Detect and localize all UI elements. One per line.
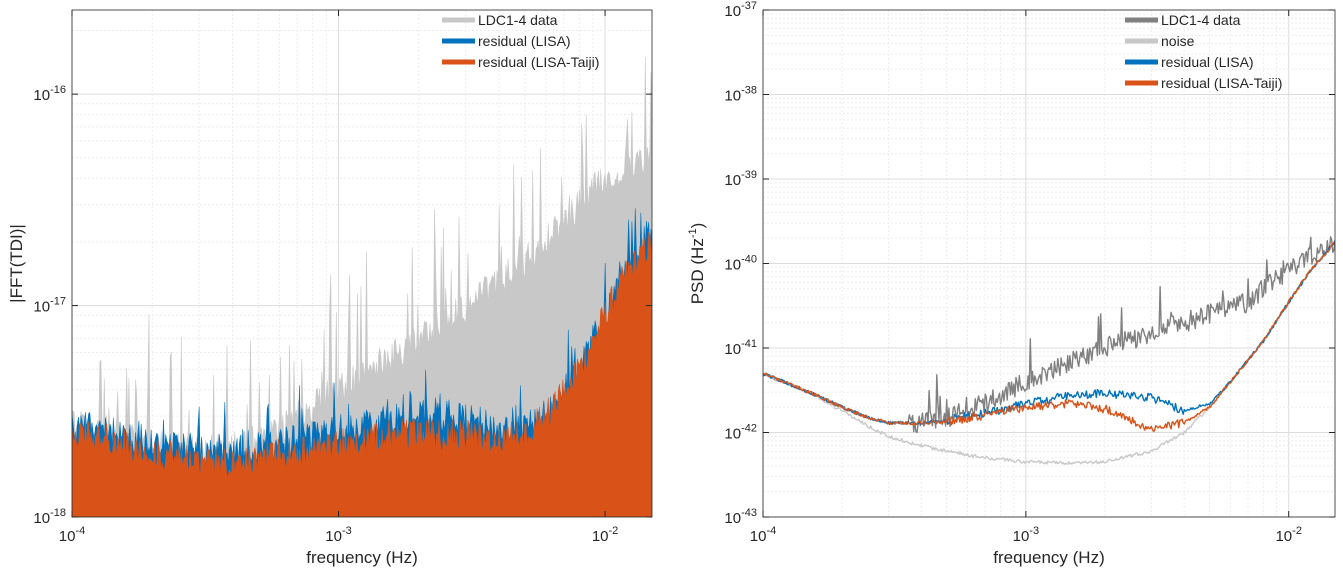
right-x-tick-label-base: 10 <box>750 528 767 545</box>
left-x-tick-label: 10-4 <box>59 525 85 545</box>
right-y-tick-label: 10-41 <box>724 338 757 358</box>
left-x-tick-label-base: 10 <box>325 528 342 545</box>
right-y-axis-label-exp: -1 <box>687 228 699 238</box>
left-series-group <box>72 57 652 517</box>
left-y-tick-label-exponent: -16 <box>50 84 66 96</box>
left-y-tick-label-base: 10 <box>33 510 50 527</box>
left-x-tick-label-base: 10 <box>59 528 76 545</box>
right-x-tick-label-exponent: -2 <box>1292 525 1302 537</box>
left-y-tick-label-base: 10 <box>33 87 50 104</box>
right-y-tick-label-base: 10 <box>724 426 741 443</box>
right-y-tick-label: 10-42 <box>724 423 757 443</box>
right-ticks <box>762 9 1335 518</box>
right-y-tick-label-base: 10 <box>724 88 741 105</box>
left-x-tick-label-exponent: -4 <box>75 525 85 537</box>
right-y-tick-label-base: 10 <box>724 257 741 274</box>
right-series-0-line <box>763 236 1335 434</box>
right-y-tick-label-exponent: -43 <box>741 507 757 519</box>
left-y-tick-label-exponent: -18 <box>50 507 66 519</box>
left-y-tick-label-base: 10 <box>33 299 50 316</box>
left-y-tick-label: 10-18 <box>33 507 66 527</box>
right-x-tick-label-exponent: -4 <box>766 525 776 537</box>
left-axes-box <box>71 9 653 518</box>
right-y-tick-label-exponent: -38 <box>741 85 757 97</box>
left-x-tick-label-exponent: -2 <box>609 525 619 537</box>
left-ticks <box>71 10 652 518</box>
right-x-axis-label: frequency (Hz) <box>993 548 1104 567</box>
right-legend-label-1: noise <box>1161 33 1195 49</box>
right-series-group <box>763 236 1335 466</box>
right-y-tick-label-exponent: -40 <box>741 254 757 266</box>
right-legend: LDC1-4 data noise residual (LISA) residual … <box>1125 12 1282 91</box>
right-series-3-line <box>763 241 1335 433</box>
left-x-tick-label: 10-3 <box>325 525 351 545</box>
right-x-tick-label-base: 10 <box>1013 528 1030 545</box>
left-y-axis-label-text: |FFT(TDI)| <box>7 224 26 303</box>
left-legend-label-1: residual (LISA) <box>478 33 571 49</box>
right-x-tick-label: 10-3 <box>1013 525 1039 545</box>
right-legend-label-3: residual (LISA-Taiji) <box>1161 75 1282 91</box>
right-y-tick-label: 10-43 <box>724 507 757 527</box>
left-x-tick-label-base: 10 <box>592 528 609 545</box>
left-y-axis-label: |FFT(TDI)| <box>7 224 26 303</box>
left-legend-label-2: residual (LISA-Taiji) <box>478 54 599 70</box>
right-y-tick-label-base: 10 <box>724 3 741 20</box>
left-x-tick-label: 10-2 <box>592 525 618 545</box>
right-y-axis-label-tail: ) <box>688 223 707 229</box>
left-y-tick-label: 10-16 <box>33 84 66 104</box>
right-y-tick-label-base: 10 <box>724 172 741 189</box>
right-x-tick-label-base: 10 <box>1275 528 1292 545</box>
right-y-axis-label-main: PSD (Hz <box>688 238 707 304</box>
right-y-tick-label-exponent: -42 <box>741 423 757 435</box>
left-x-tick-label-exponent: -3 <box>342 525 352 537</box>
right-x-tick-label-exponent: -3 <box>1029 525 1039 537</box>
right-x-tick-label: 10-2 <box>1275 525 1301 545</box>
right-y-tick-label: 10-40 <box>724 254 757 274</box>
right-y-tick-label: 10-39 <box>724 169 757 189</box>
right-y-tick-label: 10-38 <box>724 85 757 105</box>
right-y-tick-label-base: 10 <box>724 510 741 527</box>
right-y-tick-label-exponent: -37 <box>741 0 757 12</box>
left-legend-label-0: LDC1-4 data <box>478 12 558 28</box>
right-y-tick-label-exponent: -41 <box>741 338 757 350</box>
right-y-tick-label-exponent: -39 <box>741 169 757 181</box>
right-legend-label-2: residual (LISA) <box>1161 54 1254 70</box>
right-x-tick-label: 10-4 <box>750 525 776 545</box>
left-x-axis-label: frequency (Hz) <box>306 548 417 567</box>
left-y-tick-label-exponent: -17 <box>50 296 66 308</box>
right-y-tick-label: 10-37 <box>724 0 757 20</box>
left-y-tick-label: 10-17 <box>33 296 66 316</box>
right-y-tick-label-base: 10 <box>724 341 741 358</box>
right-chart-panel: 10-4 10-3 10-210-4310-4210-4110-4010-3910-… <box>687 0 1336 567</box>
right-legend-label-0: LDC1-4 data <box>1161 12 1241 28</box>
left-series-2-area <box>72 232 652 517</box>
right-y-axis-label: PSD (Hz-1) <box>687 223 707 305</box>
left-legend: LDC1-4 data residual (LISA) residual (LISA… <box>442 12 599 70</box>
